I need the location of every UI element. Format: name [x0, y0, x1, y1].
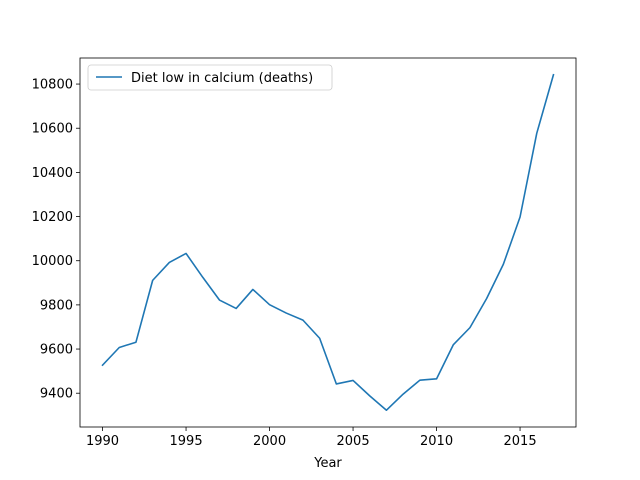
data-point — [168, 261, 170, 263]
x-tick-label: 2010 — [420, 434, 453, 449]
data-point — [335, 383, 337, 385]
data-point — [452, 344, 454, 346]
data-point — [435, 378, 437, 380]
y-tick-label: 9600 — [40, 343, 73, 358]
data-point — [552, 74, 554, 76]
data-point — [151, 279, 153, 281]
data-point — [369, 395, 371, 397]
data-point — [469, 326, 471, 328]
data-point — [118, 346, 120, 348]
y-tick-label: 10200 — [32, 210, 73, 225]
data-point — [302, 319, 304, 321]
data-point — [185, 252, 187, 254]
series-line — [101, 73, 555, 412]
data-point — [101, 364, 103, 366]
y-tick-label: 10800 — [32, 78, 73, 93]
y-tick-label: 10400 — [32, 166, 73, 181]
data-point — [419, 379, 421, 381]
x-tick-label: 2005 — [337, 434, 370, 449]
data-point — [485, 297, 487, 299]
data-point — [218, 299, 220, 301]
x-tick-label: 1990 — [86, 434, 119, 449]
data-point — [352, 379, 354, 381]
x-tick-label: 1995 — [170, 434, 203, 449]
plot-frame — [79, 57, 577, 428]
x-tick-label: 2015 — [504, 434, 537, 449]
series-layer — [101, 73, 555, 412]
x-tick-label: 2000 — [253, 434, 286, 449]
legend-label: Diet low in calcium (deaths) — [131, 71, 313, 86]
y-tick-label: 10600 — [32, 122, 73, 137]
y-axis-ticks: 9400 9600 9800 10000 10200 10400 10600 10800 — [32, 78, 80, 402]
data-point — [318, 337, 320, 339]
data-point — [502, 263, 504, 265]
plot-area — [80, 58, 576, 427]
data-point — [285, 312, 287, 314]
legend-box — [87, 64, 333, 91]
data-point — [519, 216, 521, 218]
y-tick-label: 9400 — [40, 387, 73, 402]
data-point — [252, 288, 254, 290]
data-point — [402, 393, 404, 395]
y-tick-label: 10000 — [32, 254, 73, 269]
data-point — [135, 341, 137, 343]
data-point — [235, 307, 237, 309]
x-axis-ticks: 1990 1995 2000 2005 2010 2015 — [86, 427, 537, 449]
data-point — [268, 303, 270, 305]
data-point — [202, 276, 204, 278]
data-point — [536, 132, 538, 134]
y-tick-label: 9800 — [40, 298, 73, 313]
legend: Diet low in calcium (deaths) — [87, 64, 333, 91]
x-axis-label: Year — [313, 456, 342, 471]
data-point — [385, 409, 387, 411]
